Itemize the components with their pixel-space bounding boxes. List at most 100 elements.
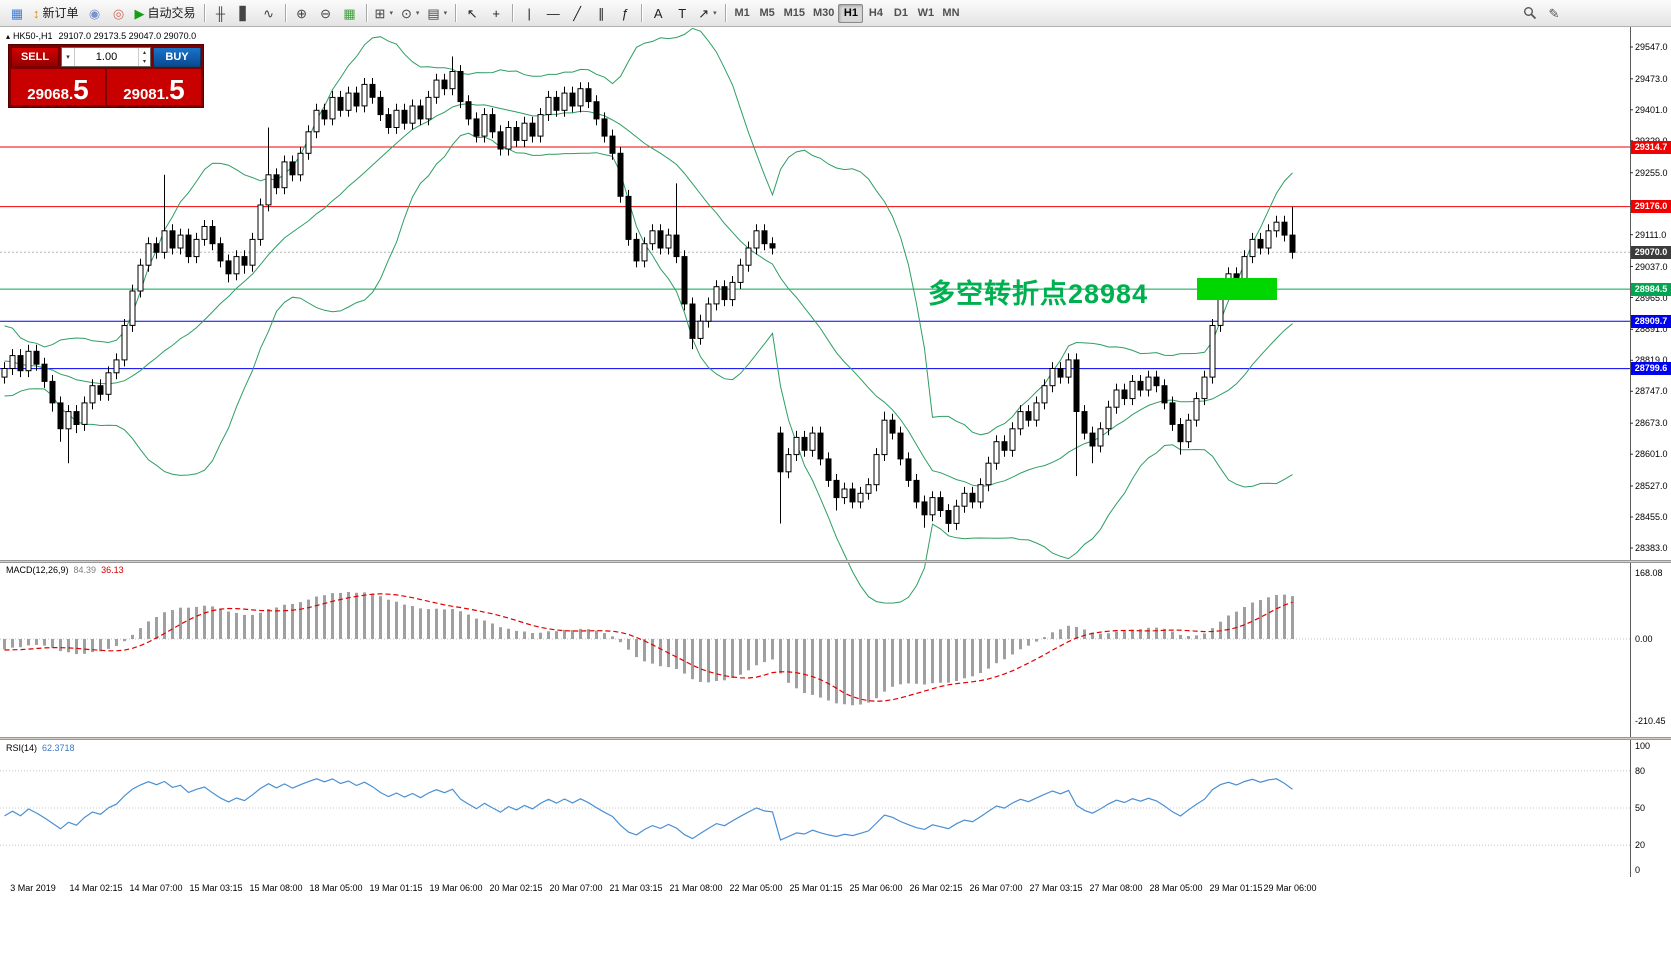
timeframe-m5[interactable]: M5 xyxy=(759,7,775,19)
time-axis[interactable]: 3 Mar 2019 14 Mar 02:15 14 Mar 07:00 15 Mar… xyxy=(0,877,1671,901)
rsi-axis-label: 0 xyxy=(1635,865,1641,875)
timeframe-mn[interactable]: MN xyxy=(942,7,960,19)
bollinger-upper-band xyxy=(4,27,1293,436)
dropdown-arrow-icon: ▾ xyxy=(443,9,448,17)
edit-button[interactable]: ✎ xyxy=(1542,2,1566,24)
turning-point-highlight[interactable] xyxy=(1197,278,1277,300)
spin-down-icon[interactable]: ▾ xyxy=(142,59,146,65)
edit-icon: ✎ xyxy=(1548,5,1560,21)
cursor-icon: ↖ xyxy=(466,5,478,21)
rsi-line xyxy=(4,778,1293,841)
autotrading-button-label: 自动交易 xyxy=(147,6,196,20)
templates-button[interactable]: ▤ ▾ xyxy=(423,2,451,24)
panel-divider-rsi[interactable] xyxy=(0,737,1671,740)
autotrading-button[interactable]: ▶ 自动交易 xyxy=(131,2,200,24)
timeframe-m1[interactable]: M1 xyxy=(734,7,750,19)
volume-spinner[interactable]: ▴ ▾ xyxy=(138,48,150,66)
volume-value[interactable]: 1.00 xyxy=(95,51,118,63)
text-button[interactable]: A xyxy=(646,2,670,24)
text-icon: A xyxy=(653,5,663,21)
horizontal-line-button[interactable]: — xyxy=(541,2,565,24)
time-label: 27 Mar 03:15 xyxy=(1029,883,1083,893)
new-order-icon: ↕ xyxy=(33,5,40,21)
toolbar-separator xyxy=(455,4,457,22)
time-label: 15 Mar 03:15 xyxy=(189,883,243,893)
one-click-trading-panel: SELL ▾ 1.00 ▴ ▾ BUY 29068. 5 29081. 5 xyxy=(8,44,204,108)
time-label: 21 Mar 03:15 xyxy=(609,883,663,893)
indicators-button[interactable]: ⊞ ▾ xyxy=(371,2,397,24)
symbol-label: ▴ HK50-,H1 29107.0 29173.5 29047.0 29070.0 xyxy=(6,31,196,41)
timeframe-m15[interactable]: M15 xyxy=(783,7,806,19)
turning-point-annotation[interactable]: 多空转折点28984 xyxy=(928,279,1149,309)
community-icon: ◎ xyxy=(112,5,125,21)
timeframe-h4[interactable]: H4 xyxy=(868,7,883,19)
time-label: 29 Mar 06:00 xyxy=(1263,883,1317,893)
price-tick-label: 28601.0 xyxy=(1635,449,1668,460)
candlestick-chart-icon: ▋ xyxy=(239,5,250,21)
price-tick-label: 28747.0 xyxy=(1635,386,1668,397)
shapes-button[interactable]: ↗ ▾ xyxy=(694,2,720,24)
dropdown-arrow-icon: ▾ xyxy=(389,9,393,17)
horizontal-lines xyxy=(0,146,1630,370)
trendline-button[interactable]: ╱ xyxy=(565,2,589,24)
text-label-icon: T xyxy=(678,5,687,21)
new-chart-button[interactable]: ▦ xyxy=(5,2,29,24)
macd-axis-label: -210.45 xyxy=(1635,716,1666,727)
channel-button[interactable]: ∥ xyxy=(589,2,613,24)
timeframe-m30[interactable]: M30 xyxy=(813,7,835,19)
time-label: 20 Mar 07:00 xyxy=(549,883,603,893)
search-icon xyxy=(1524,7,1537,20)
symbol-name: HK50-,H1 xyxy=(13,31,53,41)
timeframe-d1[interactable]: D1 xyxy=(893,7,908,19)
line-chart-button[interactable]: ∿ xyxy=(257,2,281,24)
volume-stepper[interactable]: ▾ 1.00 ▴ ▾ xyxy=(61,47,151,67)
spin-up-icon[interactable]: ▴ xyxy=(142,50,146,56)
buy-price-display[interactable]: 29081. 5 xyxy=(107,69,201,105)
periods-button[interactable]: ⊙ ▾ xyxy=(397,2,423,24)
timeframe-h1[interactable]: H1 xyxy=(838,3,864,23)
price-tick-label: 29547.0 xyxy=(1635,42,1668,52)
zoom-in-button[interactable]: ⊕ xyxy=(290,2,314,24)
buy-button[interactable]: BUY xyxy=(153,47,201,67)
oneclick-collapse-icon[interactable]: ▴ xyxy=(6,32,11,41)
vertical-line-icon: | xyxy=(527,5,531,21)
time-label: 14 Mar 02:15 xyxy=(69,883,123,893)
zoom-out-button[interactable]: ⊖ xyxy=(314,2,338,24)
price-axis[interactable]: 29547.029473.029401.029329.029255.029183… xyxy=(1631,27,1671,877)
sell-button[interactable]: SELL xyxy=(11,47,59,67)
time-label: 29 Mar 01:15 xyxy=(1209,883,1263,893)
sound-icon: ◉ xyxy=(88,5,101,21)
candlestick-chart-button[interactable]: ▋ xyxy=(233,2,257,24)
price-badge-28984.5: 28984.5 xyxy=(1631,282,1671,296)
price-badge-29314.7: 29314.7 xyxy=(1631,140,1671,154)
time-label: 27 Mar 08:00 xyxy=(1089,883,1143,893)
vertical-line-button[interactable]: | xyxy=(517,2,541,24)
macd-axis-label: 168.08 xyxy=(1635,568,1663,579)
trendline-icon: ╱ xyxy=(573,5,582,21)
price-badge-28909.7: 28909.7 xyxy=(1631,314,1671,328)
macd-axis-label: 0.00 xyxy=(1635,634,1653,644)
time-label: 22 Mar 05:00 xyxy=(729,883,783,893)
tile-windows-button[interactable]: ▦ xyxy=(338,2,362,24)
cursor-button[interactable]: ↖ xyxy=(460,2,484,24)
fibonacci-button[interactable]: ƒ xyxy=(613,2,637,24)
new-order-button[interactable]: ↕ 新订单 xyxy=(29,2,83,24)
candlesticks xyxy=(1,56,1296,533)
bollinger-bands xyxy=(4,27,1293,604)
crosshair-button[interactable]: + xyxy=(484,2,508,24)
axis-frame xyxy=(0,27,1671,882)
toolbar-separator xyxy=(512,4,514,22)
text-label-button[interactable]: T xyxy=(670,2,694,24)
bar-chart-icon: ╫ xyxy=(215,5,226,21)
sound-button[interactable]: ◉ xyxy=(83,2,107,24)
timeframe-w1[interactable]: W1 xyxy=(917,7,935,19)
time-label: 19 Mar 01:15 xyxy=(369,883,423,893)
search-button[interactable] xyxy=(1518,2,1542,24)
bar-chart-button[interactable]: ╫ xyxy=(209,2,233,24)
volume-dropdown-icon[interactable]: ▾ xyxy=(62,48,75,66)
sell-price-display[interactable]: 29068. 5 xyxy=(11,69,105,105)
community-button[interactable]: ◎ xyxy=(107,2,131,24)
panel-divider-macd[interactable] xyxy=(0,560,1671,563)
